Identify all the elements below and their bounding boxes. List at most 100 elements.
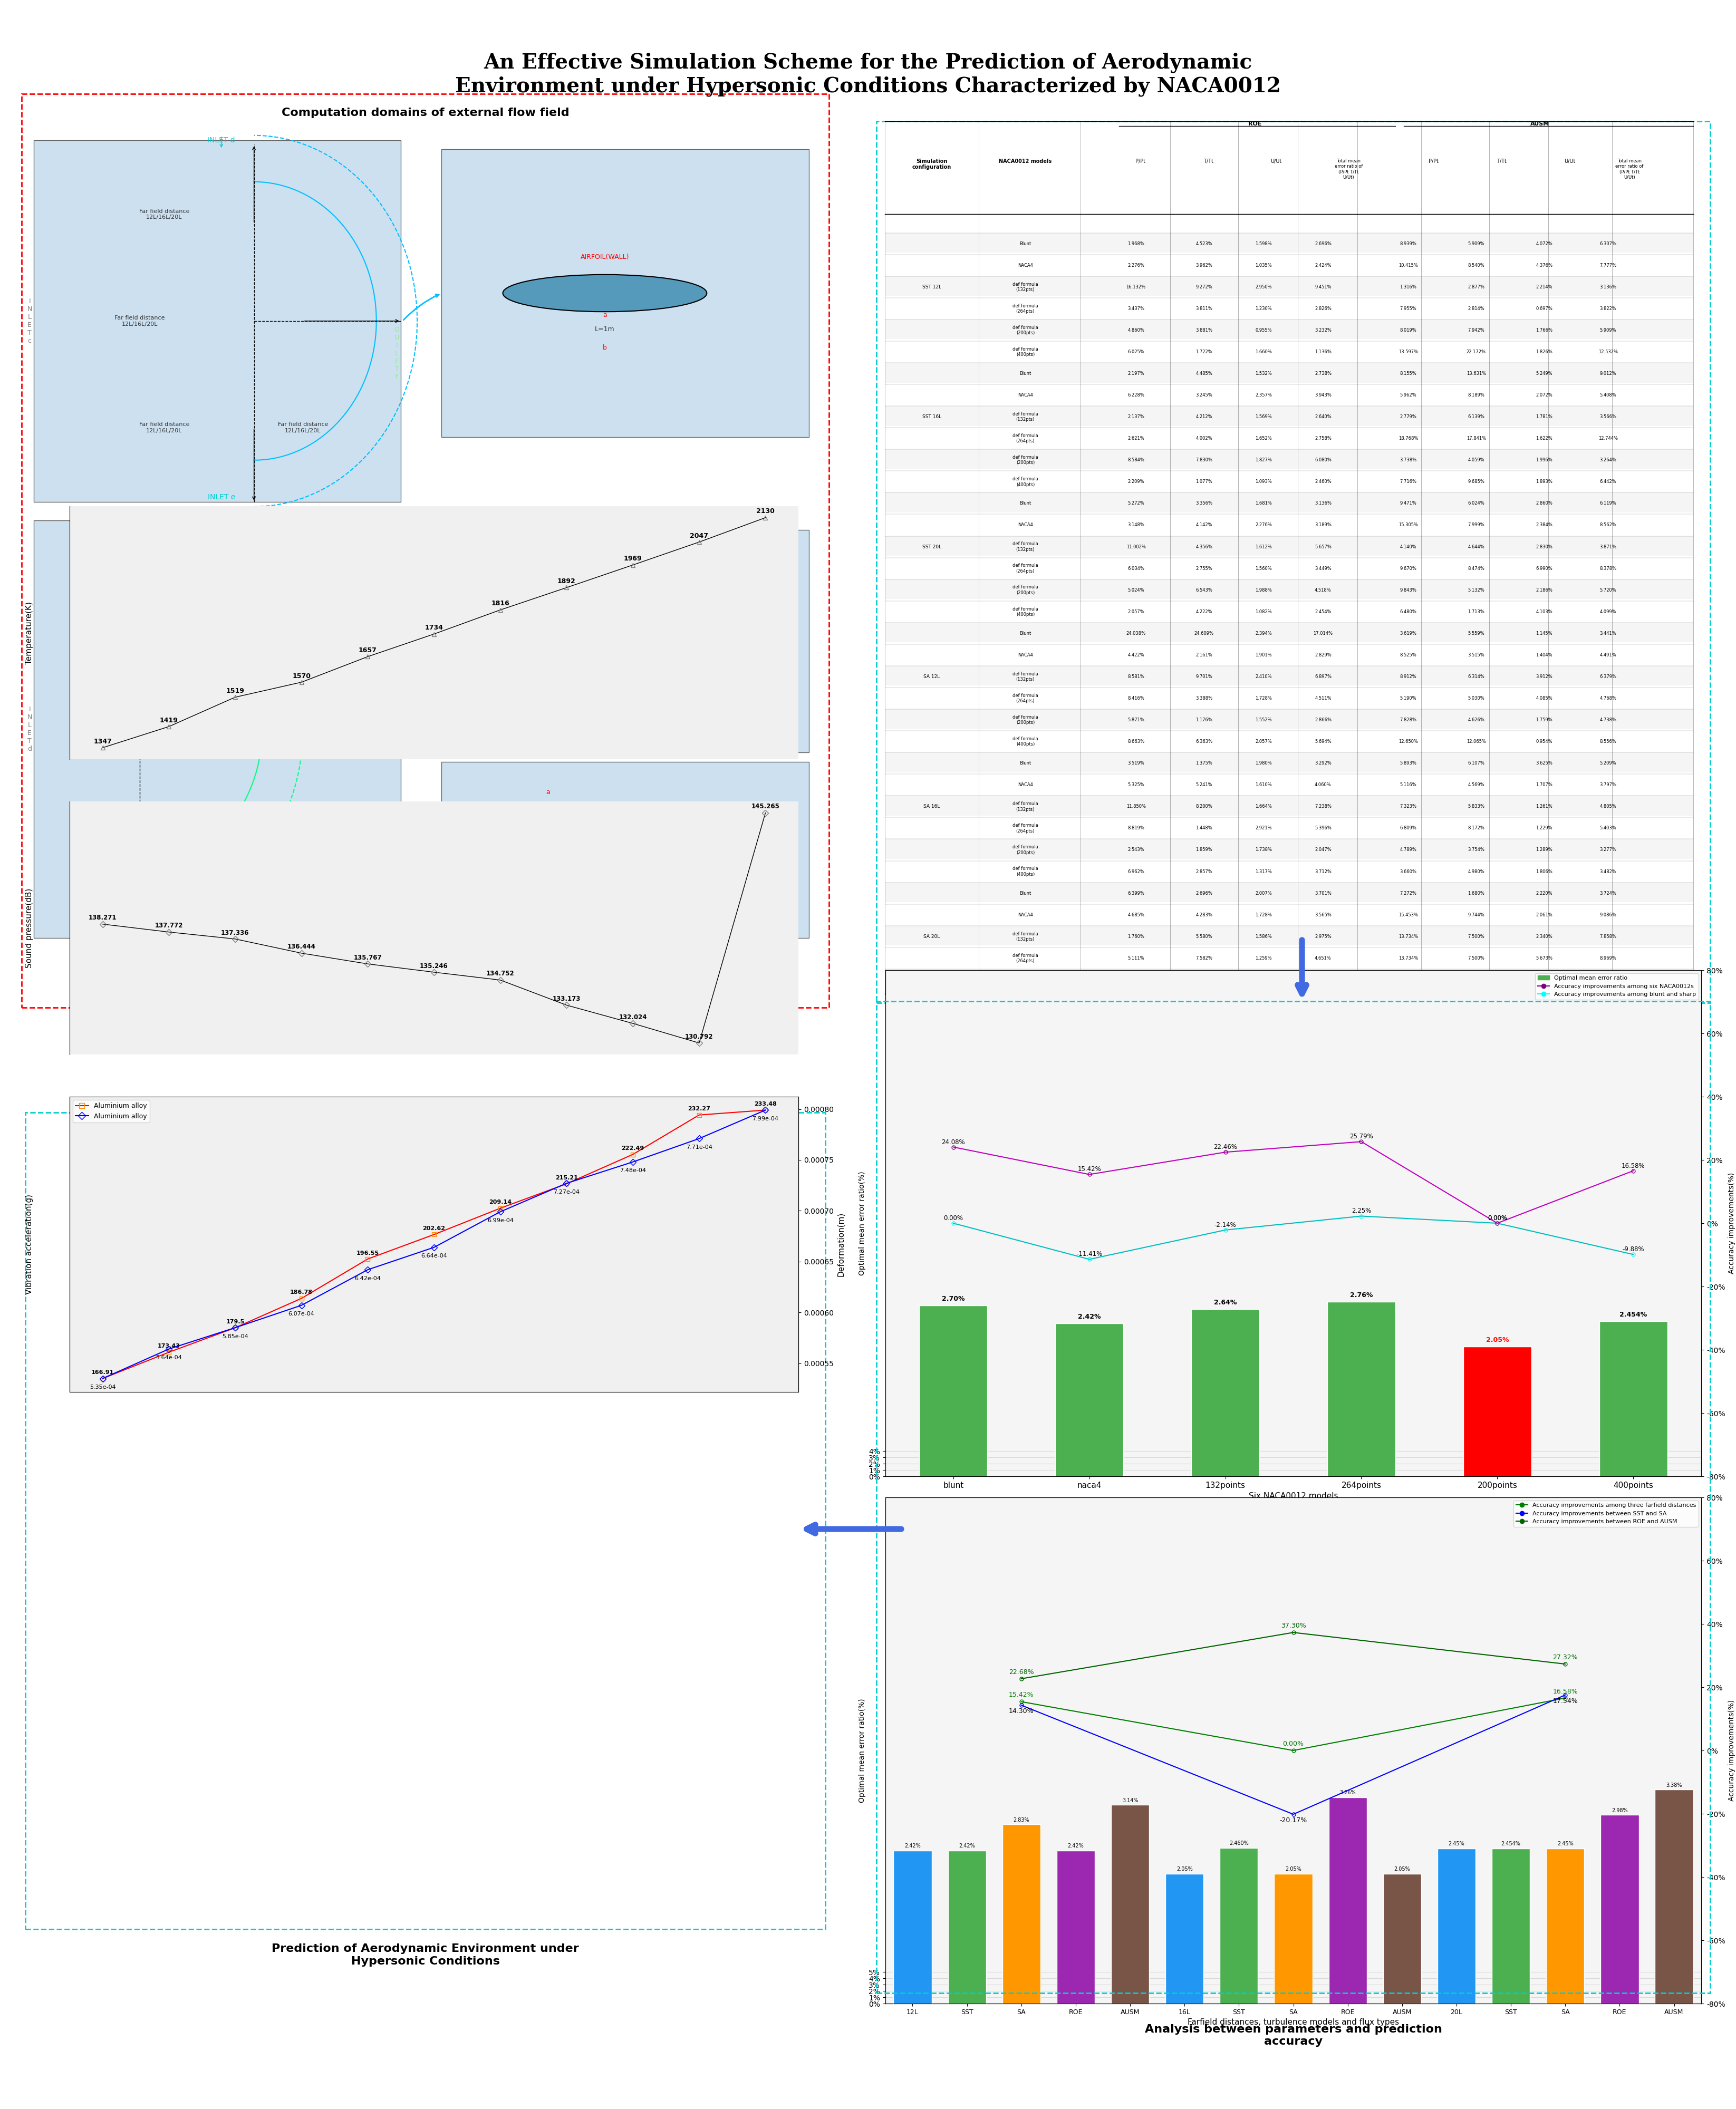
Text: 3.38%: 3.38%	[1667, 1782, 1682, 1788]
Text: 8.819%: 8.819%	[1128, 827, 1144, 831]
Text: 7.27e-04: 7.27e-04	[554, 1189, 580, 1194]
Text: 233.48: 233.48	[753, 1101, 776, 1107]
Text: 6.64e-04: 6.64e-04	[420, 1253, 448, 1259]
Text: 2.460%: 2.460%	[1229, 1841, 1248, 1845]
Text: INLET e: INLET e	[208, 494, 234, 502]
Text: 9.744%: 9.744%	[1469, 913, 1484, 917]
Text: 3.893%: 3.893%	[1314, 1000, 1332, 1004]
Text: 2.950%: 2.950%	[1255, 285, 1272, 289]
Text: NACA4: NACA4	[1017, 264, 1033, 268]
Text: 7.955%: 7.955%	[1399, 306, 1417, 310]
Text: 186.78: 186.78	[290, 1291, 312, 1295]
Text: 9.086%: 9.086%	[1599, 913, 1616, 917]
Text: U/Ut: U/Ut	[1271, 158, 1281, 165]
Text: 4.523%: 4.523%	[1196, 240, 1212, 247]
Text: 4.212%: 4.212%	[1196, 415, 1212, 420]
FancyBboxPatch shape	[885, 407, 1693, 426]
Text: Far field distance
12L/16L/20L: Far field distance 12L/16L/20L	[139, 209, 189, 219]
Text: 2.481%: 2.481%	[1536, 976, 1552, 983]
Text: SST 12L: SST 12L	[922, 285, 941, 289]
Text: 8.525%: 8.525%	[1399, 652, 1417, 658]
Text: Temperature(K): Temperature(K)	[24, 601, 33, 664]
Text: 2130: 2130	[757, 508, 774, 515]
Text: def formula
(400pts): def formula (400pts)	[1012, 995, 1038, 1006]
Text: 5.85e-04: 5.85e-04	[222, 1333, 248, 1339]
Text: 12.065%: 12.065%	[1467, 740, 1486, 744]
Text: 2.45%: 2.45%	[1448, 1841, 1465, 1847]
Text: 4.142%: 4.142%	[1196, 523, 1212, 527]
Text: SA 20L: SA 20L	[924, 934, 939, 939]
Text: 6.363%: 6.363%	[1196, 740, 1212, 744]
Text: 1969: 1969	[623, 555, 642, 563]
Text: 2.64%: 2.64%	[1213, 1299, 1236, 1305]
Text: 3.625%: 3.625%	[1536, 761, 1552, 766]
Text: INLET e: INLET e	[208, 519, 234, 525]
Text: 3.619%: 3.619%	[1399, 631, 1417, 635]
Text: 25.79%: 25.79%	[1349, 1133, 1373, 1141]
FancyBboxPatch shape	[885, 709, 1693, 730]
Text: 3.822%: 3.822%	[1599, 306, 1616, 310]
FancyBboxPatch shape	[885, 795, 1693, 816]
Text: 173.43: 173.43	[158, 1343, 181, 1350]
Text: 2.42%: 2.42%	[1078, 1314, 1101, 1320]
Text: Far field distance
12L/16L/20L: Far field distance 12L/16L/20L	[139, 839, 189, 850]
Text: Prediction of Aerodynamic Environment under
Hypersonic Conditions: Prediction of Aerodynamic Environment un…	[271, 1944, 580, 1966]
Text: 2.424%: 2.424%	[1314, 264, 1332, 268]
Text: 8.474%: 8.474%	[1469, 565, 1484, 572]
Text: 5.909%: 5.909%	[1599, 327, 1616, 333]
Text: 3.232%: 3.232%	[1314, 327, 1332, 333]
Text: 1.988%: 1.988%	[1255, 588, 1272, 593]
Text: 1.728%: 1.728%	[1255, 913, 1272, 917]
Text: 6.962%: 6.962%	[1128, 869, 1144, 873]
Text: 3.912%: 3.912%	[1536, 675, 1552, 679]
Text: 2.76%: 2.76%	[1351, 1291, 1373, 1299]
Text: INLET d: INLET d	[208, 137, 234, 143]
FancyBboxPatch shape	[885, 318, 1693, 340]
Text: 2.460%: 2.460%	[1314, 479, 1332, 485]
Text: 166.91: 166.91	[92, 1371, 115, 1375]
Text: 3.943%: 3.943%	[1314, 392, 1332, 399]
Text: 1.859%: 1.859%	[1196, 848, 1212, 852]
Text: 7.942%: 7.942%	[1469, 327, 1484, 333]
Text: 12.744%: 12.744%	[1599, 437, 1618, 441]
Text: 4.222%: 4.222%	[1196, 610, 1212, 614]
Text: 7.716%: 7.716%	[1399, 479, 1417, 485]
Text: 133.173: 133.173	[552, 995, 580, 1002]
Text: 7.323%: 7.323%	[1399, 804, 1417, 810]
Text: 2.137%: 2.137%	[1128, 415, 1144, 420]
Text: def formula
(400pts): def formula (400pts)	[1012, 736, 1038, 747]
Text: 3.724%: 3.724%	[1599, 890, 1616, 896]
Text: 15.42%: 15.42%	[1078, 1166, 1101, 1173]
Text: 3.566%: 3.566%	[1599, 415, 1616, 420]
Text: Analysis between parameters and prediction
accuracy: Analysis between parameters and predicti…	[1144, 2025, 1443, 2048]
Text: 2.05%: 2.05%	[1285, 1866, 1302, 1873]
Text: 6.543%: 6.543%	[1196, 588, 1212, 593]
Bar	[1057, 1850, 1095, 2004]
Text: 3.797%: 3.797%	[1599, 782, 1616, 787]
Text: 2.45%: 2.45%	[1557, 1841, 1573, 1847]
Text: 6.033%: 6.033%	[1599, 1000, 1616, 1004]
Text: 3.871%: 3.871%	[1599, 544, 1616, 548]
Text: 135.246: 135.246	[420, 962, 448, 970]
FancyBboxPatch shape	[885, 882, 1693, 903]
Text: 4.356%: 4.356%	[1196, 544, 1212, 548]
Text: 6.307%: 6.307%	[1599, 240, 1616, 247]
Text: 8.939%: 8.939%	[1399, 240, 1417, 247]
Text: An Effective Simulation Scheme for the Prediction of Aerodynamic
Environment und: An Effective Simulation Scheme for the P…	[455, 53, 1281, 97]
Text: 8.172%: 8.172%	[1469, 827, 1484, 831]
Text: AIRFOIL(WALL): AIRFOIL(WALL)	[708, 586, 752, 591]
Text: Far field distance
12L/16L/20L: Far field distance 12L/16L/20L	[115, 723, 165, 736]
Text: 4.283%: 4.283%	[1196, 913, 1212, 917]
Text: L=1m: L=1m	[595, 325, 615, 333]
Text: 3.388%: 3.388%	[1196, 696, 1212, 700]
Text: 5.720%: 5.720%	[1599, 588, 1616, 593]
Bar	[1599, 1320, 1667, 1476]
Text: 4.059%: 4.059%	[1469, 458, 1484, 462]
Text: 2.047%: 2.047%	[1314, 848, 1332, 852]
Text: I
N
L
E
T
d: I N L E T d	[28, 707, 31, 753]
Text: 2.42%: 2.42%	[904, 1843, 920, 1847]
Text: 4.518%: 4.518%	[1314, 588, 1332, 593]
Text: 2.197%: 2.197%	[1128, 371, 1144, 375]
Text: 9.843%: 9.843%	[1399, 588, 1417, 593]
Text: 14.30%: 14.30%	[1009, 1708, 1035, 1715]
